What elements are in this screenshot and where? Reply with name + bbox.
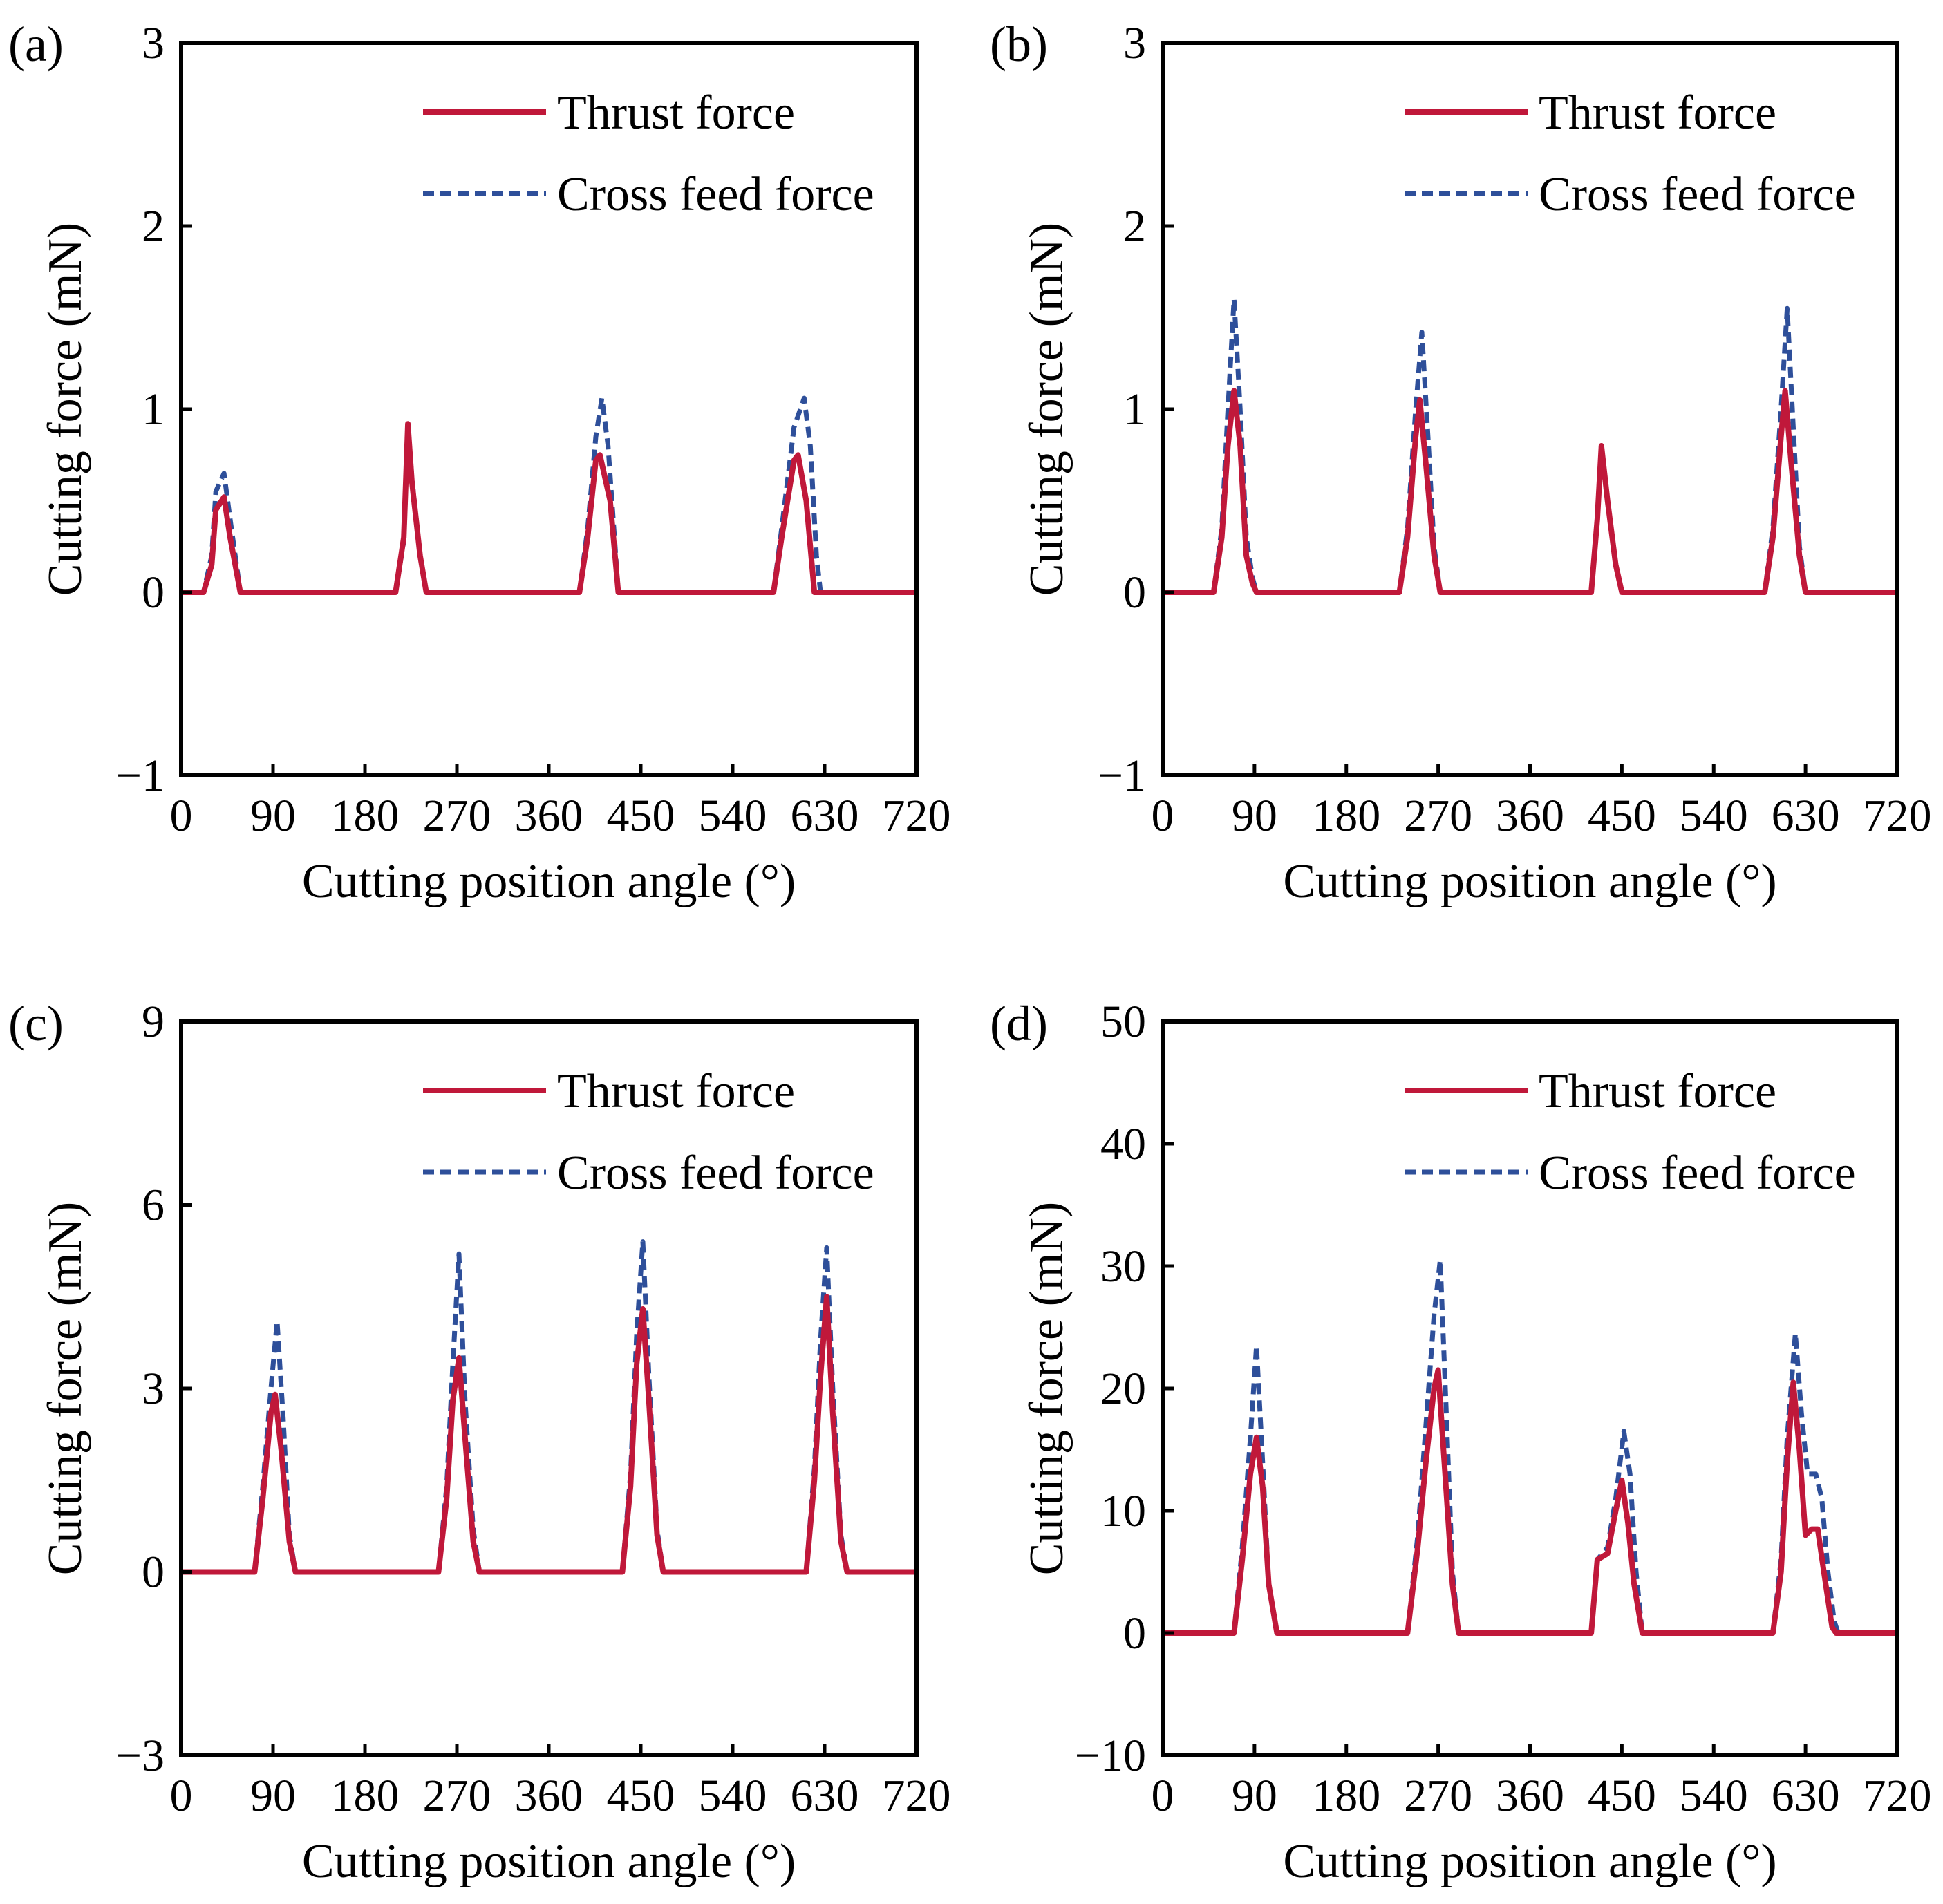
y-tick-label: 0 bbox=[1123, 1608, 1146, 1659]
series-line-thrust-force bbox=[1163, 388, 1897, 595]
y-tick-label: 0 bbox=[142, 567, 165, 618]
x-tick-label: 180 bbox=[1312, 791, 1380, 841]
panel-label: (a) bbox=[8, 17, 64, 72]
x-tick-label: 630 bbox=[791, 791, 859, 841]
x-tick-label: 0 bbox=[170, 1771, 193, 1821]
x-tick-label: 90 bbox=[250, 791, 296, 841]
x-tick-label: 0 bbox=[170, 791, 193, 841]
x-tick-label: 630 bbox=[1772, 791, 1840, 841]
y-tick-label: 6 bbox=[142, 1180, 165, 1231]
x-tick-label: 450 bbox=[1588, 1771, 1656, 1821]
x-tick-label: 720 bbox=[1864, 791, 1932, 841]
y-tick-label: 0 bbox=[1123, 567, 1146, 618]
x-tick-label: 540 bbox=[1680, 791, 1748, 841]
x-tick-label: 360 bbox=[1496, 1771, 1564, 1821]
legend-label: Thrust force bbox=[557, 86, 795, 140]
y-tick-label: 3 bbox=[142, 18, 165, 68]
x-tick-label: 540 bbox=[699, 791, 767, 841]
y-tick-label: 50 bbox=[1100, 997, 1146, 1047]
legend-label: Cross feed force bbox=[1539, 168, 1856, 221]
x-tick-label: 270 bbox=[1404, 1771, 1472, 1821]
y-tick-label: 0 bbox=[142, 1547, 165, 1598]
x-tick-label: 360 bbox=[515, 791, 583, 841]
series-line-thrust-force bbox=[181, 1294, 917, 1575]
x-tick-label: 270 bbox=[423, 1771, 491, 1821]
x-tick-label: 0 bbox=[1152, 791, 1174, 841]
y-axis-title: Cutting force (mN) bbox=[1020, 223, 1073, 596]
x-tick-label: 720 bbox=[883, 1771, 951, 1821]
y-tick-label: 2 bbox=[142, 201, 165, 252]
panel-a: (a)0 90 180 270 360 450 540 630 720−10123Cutting… bbox=[8, 17, 951, 908]
x-axis-title: Cutting position angle (°) bbox=[1283, 1835, 1776, 1888]
series-line-thrust-force bbox=[181, 421, 917, 595]
x-axis-title: Cutting position angle (°) bbox=[302, 1835, 796, 1888]
y-tick-label: 10 bbox=[1100, 1486, 1146, 1536]
legend-label: Cross feed force bbox=[557, 168, 874, 221]
plot-frame bbox=[179, 41, 919, 777]
x-tick-label: 720 bbox=[883, 791, 951, 841]
y-tick-label: 1 bbox=[142, 384, 165, 435]
x-tick-label: 450 bbox=[607, 791, 675, 841]
x-tick-label: 540 bbox=[699, 1771, 767, 1821]
x-tick-label: 540 bbox=[1680, 1771, 1748, 1821]
x-tick-label: 720 bbox=[1864, 1771, 1932, 1821]
y-tick-label: −1 bbox=[1098, 751, 1146, 801]
plot-frame bbox=[1161, 1019, 1899, 1757]
panel-d: (d)0 90 180 270 360 450 540 630 720−100102030405… bbox=[990, 996, 1932, 1888]
x-tick-label: 450 bbox=[1588, 791, 1656, 841]
panel-c: (c)0 90 180 270 360 450 540 630 720−30369Cutting… bbox=[8, 996, 951, 1888]
legend-label: Cross feed force bbox=[1539, 1147, 1856, 1200]
y-tick-label: −1 bbox=[116, 751, 165, 801]
x-tick-label: 90 bbox=[1232, 1771, 1277, 1821]
series-line-thrust-force bbox=[1163, 1367, 1897, 1636]
y-axis-title: Cutting force (mN) bbox=[1020, 1202, 1073, 1575]
legend-label: Cross feed force bbox=[557, 1147, 874, 1200]
x-tick-label: 630 bbox=[1772, 1771, 1840, 1821]
plot-frame bbox=[179, 1019, 919, 1757]
y-tick-label: 30 bbox=[1100, 1241, 1146, 1292]
x-tick-label: 0 bbox=[1152, 1771, 1174, 1821]
x-axis-title: Cutting position angle (°) bbox=[302, 855, 796, 908]
x-tick-label: 450 bbox=[607, 1771, 675, 1821]
y-axis-title: Cutting force (mN) bbox=[39, 1202, 92, 1575]
x-tick-label: 90 bbox=[1232, 791, 1277, 841]
x-tick-label: 270 bbox=[423, 791, 491, 841]
panel-label: (c) bbox=[8, 996, 64, 1051]
panel-b: (b)0 90 180 270 360 450 540 630 720−10123Cutting… bbox=[990, 17, 1932, 908]
legend: Thrust force Cross feed force bbox=[1405, 1065, 1856, 1200]
panel-label: (b) bbox=[990, 17, 1048, 72]
legend: Thrust force Cross feed force bbox=[1405, 86, 1856, 221]
series-line-cross-feed-force bbox=[181, 1239, 917, 1574]
y-tick-label: 2 bbox=[1123, 201, 1146, 252]
x-tick-label: 180 bbox=[331, 1771, 400, 1821]
y-tick-label: 3 bbox=[1123, 18, 1146, 68]
y-axis-title: Cutting force (mN) bbox=[39, 223, 92, 596]
x-tick-label: 360 bbox=[1496, 791, 1564, 841]
x-tick-label: 180 bbox=[1312, 1771, 1380, 1821]
x-axis-title: Cutting position angle (°) bbox=[1283, 855, 1776, 908]
y-tick-label: −3 bbox=[116, 1731, 165, 1781]
y-tick-label: 3 bbox=[142, 1364, 165, 1414]
x-tick-label: 90 bbox=[250, 1771, 296, 1821]
legend-label: Thrust force bbox=[1539, 1065, 1776, 1118]
x-tick-label: 630 bbox=[791, 1771, 859, 1821]
y-tick-label: 1 bbox=[1123, 384, 1146, 435]
y-tick-label: 9 bbox=[142, 997, 165, 1047]
x-tick-label: 180 bbox=[331, 791, 400, 841]
legend: Thrust force Cross feed force bbox=[423, 1065, 874, 1200]
y-tick-label: −10 bbox=[1075, 1731, 1146, 1781]
panel-label: (d) bbox=[990, 996, 1048, 1051]
legend-label: Thrust force bbox=[1539, 86, 1776, 140]
legend-label: Thrust force bbox=[557, 1065, 795, 1118]
y-tick-label: 20 bbox=[1100, 1364, 1146, 1414]
x-tick-label: 270 bbox=[1404, 791, 1472, 841]
x-tick-label: 360 bbox=[515, 1771, 583, 1821]
legend: Thrust force Cross feed force bbox=[423, 86, 874, 221]
y-tick-label: 40 bbox=[1100, 1119, 1146, 1169]
